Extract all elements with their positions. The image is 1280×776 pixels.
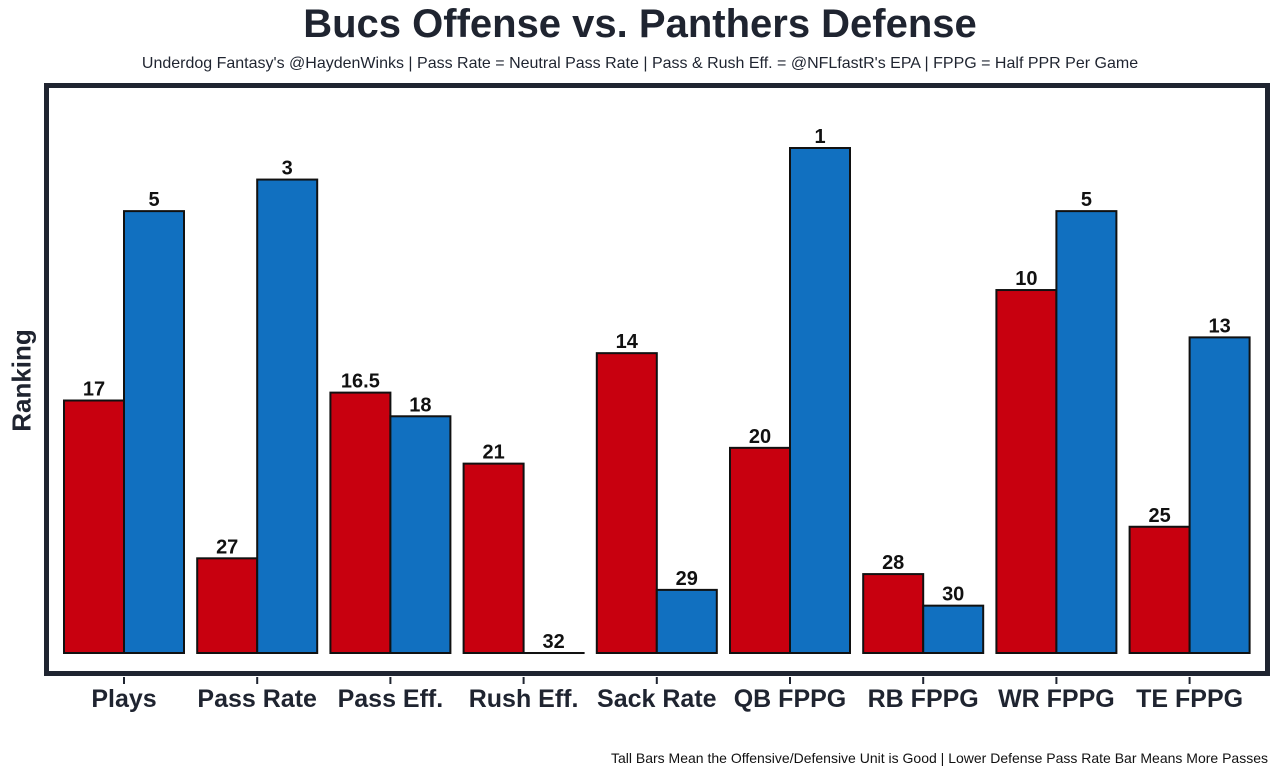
offense-bar-rush-eff [462, 462, 525, 654]
defense-bar-wr-fppg [1055, 210, 1118, 654]
x-tick-label: Plays [91, 685, 156, 713]
offense-value-label: 27 [216, 536, 238, 558]
offense-value-label: 10 [1015, 268, 1037, 290]
defense-value-label: 3 [282, 158, 293, 180]
offense-bar-rb-fppg [862, 573, 925, 654]
chart-caption: Tall Bars Mean the Offensive/Defensive U… [610, 750, 1268, 766]
offense-bar-wr-fppg [995, 289, 1058, 654]
offense-value-label: 20 [749, 426, 771, 448]
defense-value-label: 18 [409, 394, 431, 416]
x-tick-label: QB FPPG [734, 685, 847, 713]
defense-bar-te-fppg [1188, 336, 1251, 654]
offense-value-label: 25 [1148, 505, 1170, 527]
offense-bar-pass-rate [196, 557, 259, 654]
offense-value-label: 17 [83, 379, 105, 401]
offense-bar-plays [63, 399, 125, 654]
plot-frame [44, 83, 1270, 676]
offense-value-label: 14 [616, 331, 639, 353]
defense-value-label: 30 [942, 584, 964, 606]
offense-bar-pass-eff [329, 391, 392, 654]
x-tick-label: TE FPPG [1136, 685, 1243, 713]
offense-bar-sack-rate [595, 352, 658, 654]
x-tick-label: Sack Rate [597, 685, 717, 713]
defense-bar-plays [123, 210, 185, 654]
offense-value-label: 16.5 [341, 371, 380, 393]
defense-bar-qb-fppg [789, 147, 851, 654]
defense-value-label: 13 [1208, 315, 1230, 337]
x-tick-label: Rush Eff. [469, 685, 579, 713]
x-tick-label: Pass Rate [197, 685, 317, 713]
defense-bar-sack-rate [655, 588, 718, 654]
x-tick-label: WR FPPG [998, 685, 1115, 713]
offense-value-label: 28 [882, 552, 904, 574]
offense-bar-qb-fppg [729, 446, 791, 654]
offense-bar-te-fppg [1128, 525, 1191, 654]
defense-value-label: 29 [676, 568, 698, 590]
offense-value-label: 21 [482, 442, 504, 464]
defense-bar-pass-rate [256, 178, 319, 654]
x-tick-label: Pass Eff. [338, 685, 444, 713]
defense-value-label: 32 [542, 631, 564, 653]
x-tick-label: RB FPPG [868, 685, 979, 713]
chart-title: Bucs Offense vs. Panthers Defense [303, 2, 977, 46]
defense-value-label: 1 [814, 126, 825, 148]
defense-bar-pass-eff [389, 415, 452, 654]
defense-value-label: 5 [148, 189, 159, 211]
defense-bar-rb-fppg [922, 604, 985, 654]
defense-value-label: 5 [1081, 189, 1092, 211]
chart-subtitle: Underdog Fantasy's @HaydenWinks | Pass R… [141, 55, 1139, 72]
